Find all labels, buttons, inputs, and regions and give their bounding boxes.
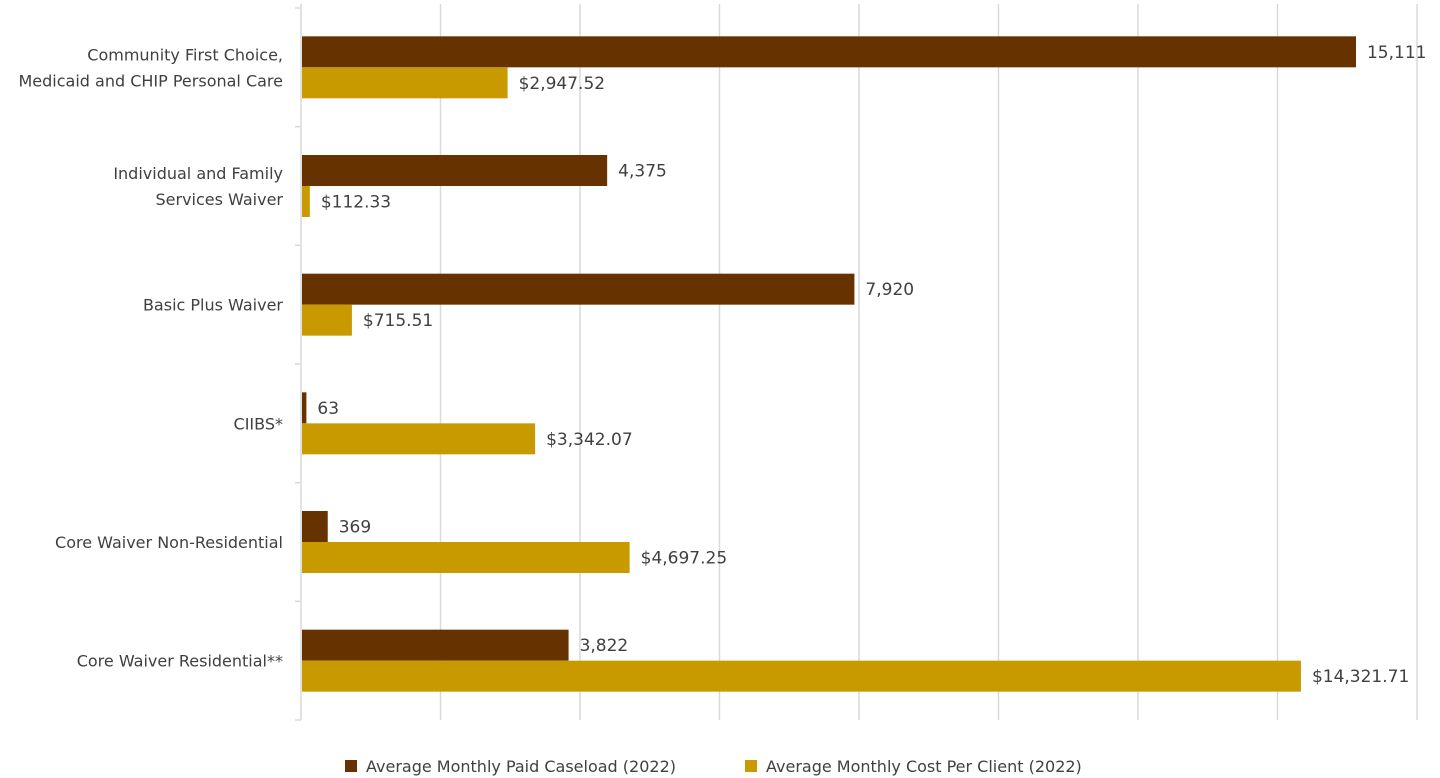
bar-caseload-2 bbox=[302, 273, 855, 305]
category-labels: Community First Choice, Medicaid and CHIP… bbox=[18, 45, 283, 670]
data-label: 7,920 bbox=[865, 280, 914, 300]
category-label: Core Waiver Residential** bbox=[77, 652, 283, 671]
category-label: Basic Plus Waiver bbox=[143, 296, 283, 315]
gridlines bbox=[295, 4, 1418, 721]
category-label: Community First Choice, Medicaid and CHIP… bbox=[18, 45, 283, 90]
legend-swatch-0 bbox=[345, 760, 357, 772]
category-label: Individual and Family Services Waiver bbox=[113, 164, 283, 209]
bar-cost-0 bbox=[302, 67, 508, 99]
bar-caseload-3 bbox=[302, 392, 307, 424]
legend: Average Monthly Paid Caseload (2022) Aver… bbox=[345, 757, 1082, 776]
data-label: $3,342.07 bbox=[546, 430, 633, 450]
bar-cost-4 bbox=[302, 542, 630, 573]
category-label: Core Waiver Non-Residential bbox=[55, 533, 283, 552]
data-label: $112.33 bbox=[321, 193, 391, 213]
data-label: 3,822 bbox=[580, 636, 629, 656]
bar-cost-2 bbox=[302, 304, 352, 336]
legend-label-1: Average Monthly Cost Per Client (2022) bbox=[766, 757, 1082, 776]
data-label: 4,375 bbox=[618, 162, 667, 182]
legend-swatch-1 bbox=[745, 760, 757, 772]
data-label: $2,947.52 bbox=[519, 74, 606, 94]
bar-caseload-1 bbox=[302, 155, 608, 186]
bar-cost-1 bbox=[302, 186, 310, 217]
category-label: CIIBS* bbox=[234, 414, 283, 433]
data-labels: 15,111 $2,947.52 4,375 $112.33 7,920 $715.51 6… bbox=[317, 43, 1426, 687]
bar-caseload-5 bbox=[302, 629, 569, 661]
bar-caseload-0 bbox=[302, 36, 1356, 68]
data-label: 15,111 bbox=[1367, 43, 1426, 63]
bars bbox=[302, 36, 1356, 692]
bar-cost-5 bbox=[302, 660, 1301, 692]
data-label: $715.51 bbox=[363, 311, 433, 331]
data-label: $14,321.71 bbox=[1312, 667, 1409, 687]
bar-cost-3 bbox=[302, 423, 536, 455]
data-label: 63 bbox=[317, 399, 339, 419]
data-label: 369 bbox=[339, 518, 371, 538]
data-label: $4,697.25 bbox=[641, 549, 728, 569]
bar-caseload-4 bbox=[302, 511, 328, 542]
legend-label-0: Average Monthly Paid Caseload (2022) bbox=[366, 757, 676, 776]
